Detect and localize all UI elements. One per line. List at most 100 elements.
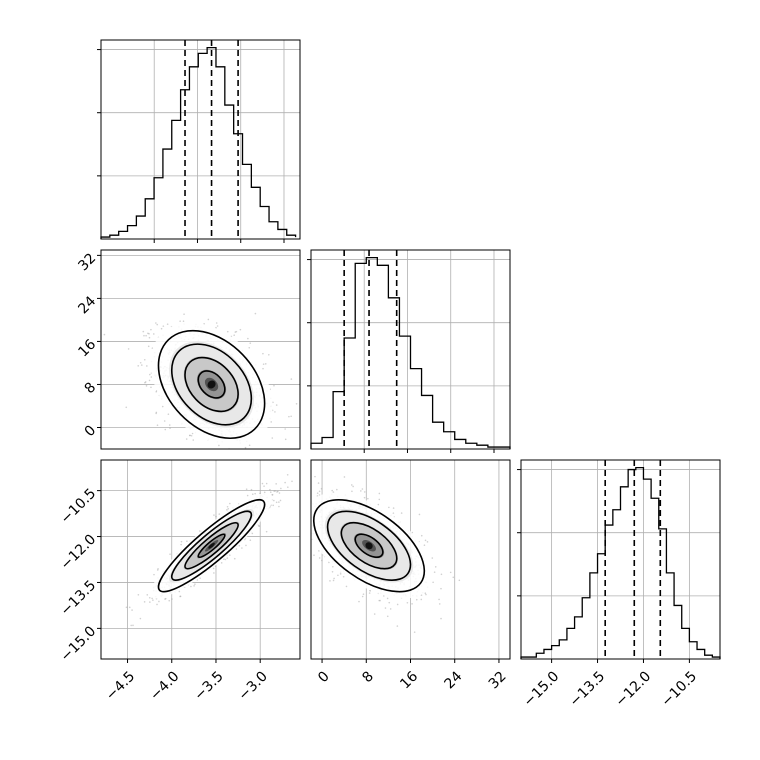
sample-point	[155, 411, 158, 414]
sample-point	[389, 608, 392, 610]
sample-point	[146, 365, 148, 367]
sample-point	[146, 594, 149, 596]
sample-point	[139, 617, 142, 620]
contour-line	[170, 343, 253, 426]
sample-point	[167, 413, 170, 416]
sample-point	[275, 404, 278, 406]
sample-point	[359, 490, 362, 492]
sample-point	[254, 312, 257, 315]
x-tick-label: −10.5	[658, 668, 700, 710]
sample-point	[145, 385, 148, 387]
sample-point	[179, 320, 181, 322]
sample-point	[171, 598, 173, 600]
sample-point	[392, 512, 395, 514]
sample-point	[309, 535, 311, 537]
contour-line	[326, 510, 412, 581]
sample-point	[153, 573, 155, 576]
sample-point	[358, 600, 360, 603]
sample-point	[305, 523, 307, 525]
sample-point	[179, 595, 181, 598]
sample-point	[164, 428, 167, 431]
sample-point	[449, 571, 452, 574]
sample-point	[180, 540, 183, 543]
y-tick-label: −12.0	[58, 532, 100, 574]
sample-point	[367, 497, 369, 500]
sample-point	[233, 557, 236, 560]
sample-point	[199, 577, 201, 579]
sample-point	[212, 567, 215, 570]
sample-point	[258, 525, 261, 528]
sample-point	[262, 352, 264, 355]
sample-point	[226, 505, 229, 508]
sample-point	[305, 519, 307, 521]
sample-point	[337, 574, 339, 577]
panel-border	[100, 39, 301, 240]
sample-point	[384, 607, 387, 609]
sample-point	[239, 328, 242, 331]
sample-point	[125, 606, 128, 609]
sample-point	[261, 482, 264, 485]
sample-point	[333, 577, 335, 580]
sample-point	[148, 332, 150, 335]
panel-border	[520, 459, 721, 660]
sample-point	[125, 406, 128, 409]
sample-point	[270, 421, 273, 423]
sample-point	[207, 318, 210, 321]
sample-point	[147, 332, 149, 335]
sample-point	[313, 554, 315, 557]
sample-point	[363, 491, 366, 493]
sample-point	[331, 489, 333, 492]
sample-point	[316, 492, 319, 494]
sample-point	[278, 505, 280, 508]
sample-point	[307, 448, 309, 450]
contour-line	[197, 533, 226, 559]
y-tick-label: 24	[75, 293, 99, 317]
sample-point	[132, 624, 134, 627]
sample-point	[192, 439, 195, 441]
sample-point	[424, 539, 427, 542]
sample-point	[148, 373, 151, 376]
sample-point	[284, 428, 286, 430]
sample-point	[251, 532, 254, 535]
sample-point	[163, 420, 166, 422]
sample-point	[152, 599, 154, 601]
sample-point	[290, 415, 292, 418]
sample-point	[168, 424, 171, 426]
sample-point	[458, 579, 461, 582]
sample-point	[248, 346, 251, 349]
sample-point	[245, 488, 248, 491]
y-tick-label: 32	[75, 250, 99, 274]
sample-point	[139, 361, 142, 364]
x-tick-label: 16	[397, 668, 421, 692]
sample-point	[264, 363, 267, 365]
sample-point	[196, 579, 199, 581]
sample-point	[378, 498, 381, 501]
sample-point	[272, 504, 275, 507]
sample-point	[250, 488, 253, 491]
sample-point	[156, 569, 159, 571]
sample-point	[235, 548, 238, 550]
x-tick-label: 8	[359, 668, 377, 686]
histogram-outline	[100, 47, 297, 239]
histogram-panel-1	[97, 39, 301, 243]
y-tick-label: −10.5	[58, 486, 100, 528]
contour-line	[157, 329, 266, 440]
sample-point	[161, 405, 164, 408]
sample-point	[426, 541, 429, 543]
density-panel-2: −4.5 −4.0 −3.5 −3.0 −15.0−13.5−12.0−10.5	[58, 448, 309, 704]
sample-point	[226, 330, 229, 333]
sample-point	[329, 580, 331, 582]
sample-point	[248, 444, 251, 447]
sample-point	[149, 601, 151, 603]
sample-point	[262, 367, 264, 370]
sample-point	[249, 539, 252, 541]
sample-point	[142, 330, 145, 333]
sample-point	[304, 525, 306, 527]
sample-point	[352, 485, 354, 488]
sample-point	[361, 595, 364, 598]
sample-point	[234, 331, 237, 333]
sample-point	[263, 491, 266, 494]
sample-point	[309, 499, 311, 501]
sample-point	[188, 434, 191, 437]
